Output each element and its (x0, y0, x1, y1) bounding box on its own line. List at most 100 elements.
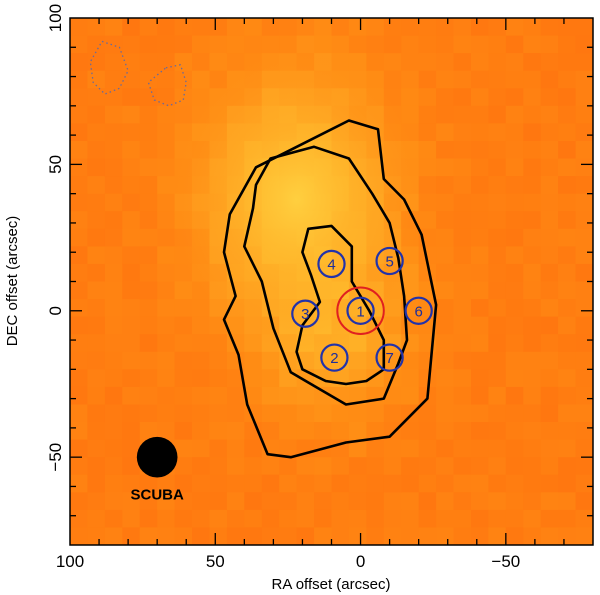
heatmap-cell (383, 35, 402, 54)
heatmap-cell (540, 211, 559, 230)
heatmap-cell (244, 457, 263, 476)
heatmap-cell (87, 263, 106, 283)
heatmap-cell (383, 457, 402, 476)
heatmap-cell (87, 211, 106, 230)
heatmap-cell (558, 176, 577, 195)
heatmap-cell (418, 35, 437, 54)
heatmap-cell (122, 105, 141, 124)
heatmap-cell (87, 351, 106, 370)
heatmap-cell (488, 492, 507, 511)
heatmap-cell (226, 351, 245, 370)
heatmap-cell (471, 509, 489, 529)
heatmap-cell (139, 422, 158, 441)
heatmap-cell (122, 369, 141, 388)
heatmap-cell (279, 474, 298, 493)
heatmap-cell (436, 53, 455, 72)
heatmap-cell (157, 316, 176, 335)
heatmap-cell (331, 474, 350, 493)
heatmap-cell (505, 141, 524, 160)
heatmap-cell (558, 35, 577, 54)
heatmap-cell (558, 369, 577, 388)
heatmap-cell (104, 35, 123, 54)
heatmap-cell (436, 70, 455, 89)
target-circle (336, 286, 385, 336)
heatmap-cell (575, 316, 593, 335)
y-tick-label: 100 (46, 4, 65, 32)
heatmap-cell (122, 299, 141, 318)
heatmap-cell (174, 457, 193, 476)
heatmap-cell (104, 281, 123, 300)
heatmap-cell (279, 386, 298, 406)
heatmap-cell (104, 193, 123, 212)
heatmap-cell (70, 141, 88, 160)
heatmap-cell (401, 105, 420, 124)
heatmap-cell (453, 509, 472, 529)
heatmap-cell (453, 35, 472, 54)
heatmap-cell (471, 422, 489, 441)
heatmap-cell (104, 158, 123, 177)
heatmap-cell (366, 527, 385, 545)
heatmap-cell (558, 141, 577, 160)
heatmap-cell (558, 53, 577, 72)
heatmap-cell (87, 422, 106, 441)
heatmap-cell (139, 386, 158, 406)
heatmap-cell (558, 70, 577, 89)
heatmap-cell (540, 439, 559, 458)
heatmap-cell (523, 35, 542, 54)
heatmap-cell (471, 316, 489, 335)
heatmap-cell (436, 263, 455, 283)
heatmap-cell (139, 176, 158, 195)
heatmap-cell (505, 193, 524, 212)
heatmap-cell (558, 457, 577, 476)
heatmap-cell (314, 351, 333, 370)
beam-label: SCUBA (130, 487, 184, 504)
heatmap-cell (279, 369, 298, 388)
heatmap-cell (70, 334, 88, 353)
heatmap-cell (523, 351, 542, 370)
heatmap-cell (174, 281, 193, 300)
heatmap-cell (157, 246, 176, 265)
heatmap-cell (401, 422, 420, 441)
heatmap-cell (575, 228, 593, 247)
heatmap-cell (139, 509, 158, 529)
heatmap-cell (261, 18, 280, 37)
heatmap-cell (87, 70, 106, 89)
heatmap-cell (436, 105, 455, 124)
heatmap-cell (505, 246, 524, 265)
heatmap-cell (70, 474, 88, 493)
heatmap-cell (505, 123, 524, 142)
heatmap-cell (104, 334, 123, 353)
heatmap-cell (139, 351, 158, 370)
heatmap-cell (505, 299, 524, 318)
heatmap-cell (70, 281, 88, 300)
heatmap-cell (174, 18, 193, 37)
heatmap-cell (87, 53, 106, 72)
heatmap-cell (488, 509, 507, 529)
heatmap-cell (471, 351, 489, 370)
heatmap-cell (418, 88, 437, 107)
heatmap-cell (139, 316, 158, 335)
heatmap-cell (523, 263, 542, 283)
heatmap-cell (174, 404, 193, 423)
heatmap-cell (505, 386, 524, 406)
heatmap-cell (523, 158, 542, 177)
heatmap-cell (296, 18, 315, 37)
heatmap-cell (436, 141, 455, 160)
heatmap-cell (488, 246, 507, 265)
heatmap-cell (488, 439, 507, 458)
heatmap-cell (279, 457, 298, 476)
heatmap-cell (192, 18, 210, 37)
heatmap-cell (174, 439, 193, 458)
heatmap-cell (540, 281, 559, 300)
heatmap-cell (174, 492, 193, 511)
heatmap-cell (87, 509, 106, 529)
heatmap-cell (471, 281, 489, 300)
heatmap-cell (471, 123, 489, 142)
heatmap-cell (244, 35, 263, 54)
x-tick-label: −50 (491, 552, 520, 571)
heatmap-cell (348, 404, 367, 423)
heatmap-cell (366, 509, 385, 529)
heatmap-cell (226, 386, 245, 406)
heatmap-cell (261, 527, 280, 545)
heatmap-cell (488, 141, 507, 160)
